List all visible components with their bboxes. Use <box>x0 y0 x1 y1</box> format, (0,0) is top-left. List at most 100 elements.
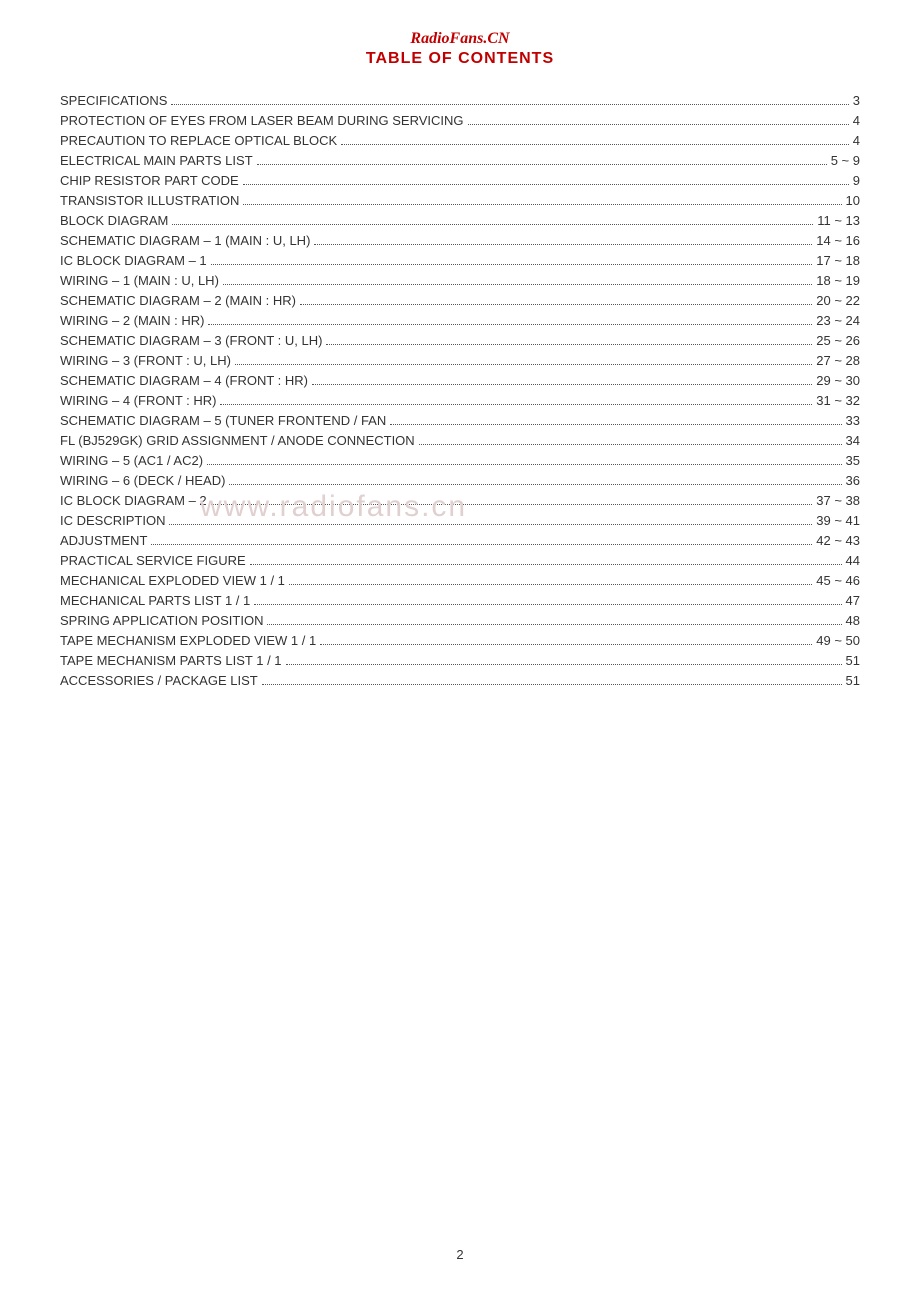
toc-row: BLOCK DIAGRAM 11 ~ 13 <box>60 213 860 228</box>
toc-leader-dots <box>312 384 812 385</box>
toc-leader-dots <box>289 584 812 585</box>
toc-row: CHIP RESISTOR PART CODE9 <box>60 173 860 188</box>
toc-leader-dots <box>419 444 842 445</box>
toc-row: FL (BJ529GK) GRID ASSIGNMENT / ANODE CON… <box>60 433 860 448</box>
toc-page: 29 ~ 30 <box>816 373 860 388</box>
toc-label: MECHANICAL EXPLODED VIEW 1 / 1 <box>60 573 285 588</box>
toc-page: 27 ~ 28 <box>816 353 860 368</box>
toc-row: WIRING – 3 (FRONT : U, LH)27 ~ 28 <box>60 353 860 368</box>
toc-leader-dots <box>229 484 841 485</box>
toc-row: TRANSISTOR ILLUSTRATION 10 <box>60 193 860 208</box>
toc-leader-dots <box>207 464 841 465</box>
toc-leader-dots <box>314 244 812 245</box>
toc-leader-dots <box>267 624 841 625</box>
toc-label: SCHEMATIC DIAGRAM – 5 (TUNER FRONTEND / … <box>60 413 386 428</box>
toc-leader-dots <box>326 344 812 345</box>
toc-row: IC BLOCK DIAGRAM – 1 17 ~ 18 <box>60 253 860 268</box>
toc-label: SCHEMATIC DIAGRAM – 3 (FRONT : U, LH) <box>60 333 322 348</box>
toc-leader-dots <box>286 664 842 665</box>
toc-label: SPECIFICATIONS <box>60 93 167 108</box>
toc-leader-dots <box>243 204 841 205</box>
toc-row: SCHEMATIC DIAGRAM – 2 (MAIN : HR) 20 ~ 22 <box>60 293 860 308</box>
toc-leader-dots <box>262 684 842 685</box>
toc-row: SCHEMATIC DIAGRAM – 3 (FRONT : U, LH) 25 … <box>60 333 860 348</box>
toc-page: 20 ~ 22 <box>816 293 860 308</box>
toc-leader-dots <box>151 544 812 545</box>
toc-label: WIRING – 1 (MAIN : U, LH) <box>60 273 219 288</box>
toc-row: SPECIFICATIONS3 <box>60 93 860 108</box>
toc-row: PROTECTION OF EYES FROM LASER BEAM DURIN… <box>60 113 860 128</box>
toc-label: PRECAUTION TO REPLACE OPTICAL BLOCK <box>60 133 337 148</box>
toc-row: SCHEMATIC DIAGRAM – 1 (MAIN : U, LH) 14 ~… <box>60 233 860 248</box>
toc-label: IC BLOCK DIAGRAM – 2 <box>60 493 207 508</box>
toc-page: 42 ~ 43 <box>816 533 860 548</box>
toc-row: TAPE MECHANISM EXPLODED VIEW 1 / 149 ~ 5… <box>60 633 860 648</box>
toc-row: SPRING APPLICATION POSITION48 <box>60 613 860 628</box>
toc-leader-dots <box>169 524 812 525</box>
toc-label: PRACTICAL SERVICE FIGURE <box>60 553 246 568</box>
toc-label: WIRING – 5 (AC1 / AC2) <box>60 453 203 468</box>
header-title: TABLE OF CONTENTS <box>60 50 860 68</box>
toc-leader-dots <box>320 644 812 645</box>
toc-row: WIRING – 6 (DECK / HEAD) 36 <box>60 473 860 488</box>
toc-leader-dots <box>341 144 849 145</box>
toc-row: MECHANICAL EXPLODED VIEW 1 / 145 ~ 46 <box>60 573 860 588</box>
toc-leader-dots <box>390 424 841 425</box>
toc-label: WIRING – 6 (DECK / HEAD) <box>60 473 225 488</box>
toc-leader-dots <box>171 104 848 105</box>
toc-leader-dots <box>468 124 849 125</box>
toc-label: IC BLOCK DIAGRAM – 1 <box>60 253 207 268</box>
toc-label: SPRING APPLICATION POSITION <box>60 613 263 628</box>
toc-label: TAPE MECHANISM PARTS LIST 1 / 1 <box>60 653 282 668</box>
toc-label: ACCESSORIES / PACKAGE LIST <box>60 673 258 688</box>
toc-page: 37 ~ 38 <box>816 493 860 508</box>
toc-leader-dots <box>223 284 812 285</box>
toc-page: 35 <box>846 453 860 468</box>
toc-page: 11 ~ 13 <box>817 213 860 228</box>
toc-page: 36 <box>846 473 860 488</box>
toc-page: 14 ~ 16 <box>816 233 860 248</box>
toc-page: 31 ~ 32 <box>816 393 860 408</box>
toc-row: ADJUSTMENT 42 ~ 43 <box>60 533 860 548</box>
toc-page: 5 ~ 9 <box>831 153 860 168</box>
toc-row: WIRING – 5 (AC1 / AC2) 35 <box>60 453 860 468</box>
toc-row: WIRING – 2 (MAIN : HR) 23 ~ 24 <box>60 313 860 328</box>
toc-row: PRACTICAL SERVICE FIGURE44 <box>60 553 860 568</box>
toc-row: SCHEMATIC DIAGRAM – 5 (TUNER FRONTEND / … <box>60 413 860 428</box>
toc-leader-dots <box>254 604 841 605</box>
toc-label: TRANSISTOR ILLUSTRATION <box>60 193 239 208</box>
toc-label: SCHEMATIC DIAGRAM – 1 (MAIN : U, LH) <box>60 233 310 248</box>
toc-page: 23 ~ 24 <box>816 313 860 328</box>
toc-row: ACCESSORIES / PACKAGE LIST51 <box>60 673 860 688</box>
toc-page: 10 <box>846 193 860 208</box>
toc-row: IC DESCRIPTION39 ~ 41 <box>60 513 860 528</box>
toc-page: 17 ~ 18 <box>816 253 860 268</box>
toc-page: 25 ~ 26 <box>816 333 860 348</box>
header-site-name: RadioFans.CN <box>60 30 860 48</box>
toc-row: TAPE MECHANISM PARTS LIST 1 / 151 <box>60 653 860 668</box>
toc-label: FL (BJ529GK) GRID ASSIGNMENT / ANODE CON… <box>60 433 415 448</box>
toc-label: TAPE MECHANISM EXPLODED VIEW 1 / 1 <box>60 633 316 648</box>
toc-row: SCHEMATIC DIAGRAM – 4 (FRONT : HR) 29 ~ 3… <box>60 373 860 388</box>
toc-label: WIRING – 2 (MAIN : HR) <box>60 313 204 328</box>
toc-label: SCHEMATIC DIAGRAM – 2 (MAIN : HR) <box>60 293 296 308</box>
toc-page: 47 <box>846 593 860 608</box>
page-number: 2 <box>0 1247 920 1262</box>
toc-page: 33 <box>846 413 860 428</box>
toc-leader-dots <box>235 364 812 365</box>
toc-leader-dots <box>211 264 813 265</box>
toc-label: MECHANICAL PARTS LIST 1 / 1 <box>60 593 250 608</box>
toc-label: SCHEMATIC DIAGRAM – 4 (FRONT : HR) <box>60 373 308 388</box>
toc-label: PROTECTION OF EYES FROM LASER BEAM DURIN… <box>60 113 464 128</box>
toc-row: WIRING – 4 (FRONT : HR)31 ~ 32 <box>60 393 860 408</box>
toc-label: ADJUSTMENT <box>60 533 147 548</box>
toc-leader-dots <box>220 404 812 405</box>
table-of-contents: SPECIFICATIONS3 PROTECTION OF EYES FROM L… <box>60 93 860 688</box>
toc-label: ELECTRICAL MAIN PARTS LIST <box>60 153 253 168</box>
document-header: RadioFans.CN TABLE OF CONTENTS <box>60 30 860 68</box>
toc-leader-dots <box>257 164 827 165</box>
toc-label: BLOCK DIAGRAM <box>60 213 168 228</box>
toc-leader-dots <box>250 564 842 565</box>
toc-page: 18 ~ 19 <box>816 273 860 288</box>
toc-row: PRECAUTION TO REPLACE OPTICAL BLOCK4 <box>60 133 860 148</box>
